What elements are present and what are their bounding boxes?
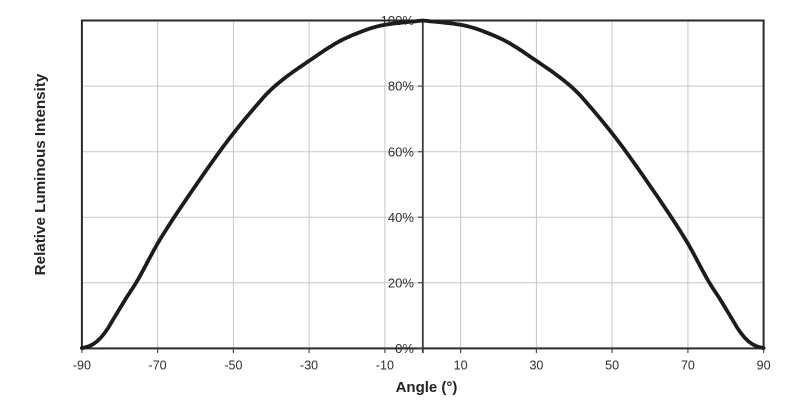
svg-text:70: 70 [681, 359, 695, 373]
svg-text:60%: 60% [388, 144, 414, 159]
svg-text:Relative Luminous Intensity: Relative Luminous Intensity [32, 73, 49, 275]
svg-text:-90: -90 [73, 359, 91, 373]
svg-text:40%: 40% [388, 210, 414, 225]
svg-text:-50: -50 [224, 359, 242, 373]
svg-text:90: 90 [757, 359, 771, 373]
svg-text:-30: -30 [300, 359, 318, 373]
svg-text:80%: 80% [388, 79, 414, 94]
svg-text:0%: 0% [395, 341, 414, 356]
svg-text:-10: -10 [376, 359, 394, 373]
svg-text:50: 50 [605, 359, 619, 373]
svg-text:Angle (°): Angle (°) [396, 379, 458, 396]
svg-text:20%: 20% [388, 275, 414, 290]
svg-text:10: 10 [454, 359, 468, 373]
svg-text:30: 30 [529, 359, 543, 373]
svg-text:-70: -70 [149, 359, 167, 373]
